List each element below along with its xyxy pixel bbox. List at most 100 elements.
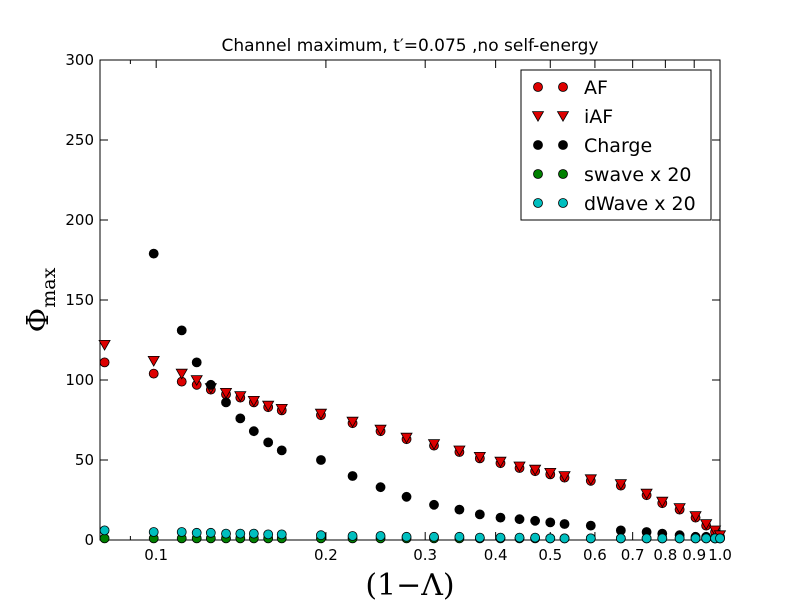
data-point: [689, 511, 702, 523]
x-tick-label: 0.1: [144, 546, 168, 564]
data-point: [235, 528, 246, 539]
data-point: [248, 528, 259, 539]
legend-marker: [533, 198, 543, 208]
x-tick-label: 0.3: [413, 546, 437, 564]
data-point: [545, 533, 556, 544]
data-point: [657, 533, 668, 544]
chart-title: Channel maximum, t′=0.075 ,no self-energ…: [222, 36, 599, 56]
legend-marker: [556, 111, 570, 123]
data-point: [494, 456, 507, 468]
data-point: [701, 533, 712, 544]
legend-marker: [533, 140, 543, 150]
data-point: [347, 531, 358, 541]
legend-marker: [533, 169, 543, 179]
data-point: [558, 471, 571, 483]
data-point: [219, 387, 233, 399]
data-point: [513, 461, 526, 473]
data-point: [401, 491, 412, 502]
data-point: [614, 479, 628, 491]
legend-marker: [533, 82, 543, 92]
legend-marker: [531, 111, 545, 123]
data-point: [474, 509, 485, 520]
data-point: [559, 533, 570, 544]
y-tick-label: 0: [84, 531, 94, 549]
y-tick-label: 200: [65, 211, 94, 229]
legend-label: AF: [584, 77, 608, 99]
data-point: [221, 528, 231, 539]
legend-label: iAF: [584, 106, 613, 128]
data-point: [673, 503, 686, 515]
data-point: [190, 375, 203, 387]
data-point: [176, 527, 187, 537]
series-0: [99, 357, 725, 542]
x-tick-label: 0.9: [682, 546, 706, 564]
data-point: [656, 496, 669, 508]
y-axis-label: Φmax: [21, 267, 60, 332]
data-point: [473, 451, 487, 463]
data-point: [176, 325, 187, 336]
y-tick-label: 150: [65, 291, 94, 309]
data-point: [495, 512, 506, 523]
data-point: [263, 529, 274, 540]
data-point: [640, 488, 653, 500]
data-point: [276, 445, 287, 456]
data-point: [454, 504, 465, 515]
x-tick-label: 0.5: [538, 546, 562, 564]
data-point: [205, 379, 216, 390]
legend-marker: [558, 198, 568, 208]
data-point: [585, 520, 596, 531]
data-point: [191, 527, 202, 538]
y-tick-label: 300: [65, 51, 94, 69]
legend-marker: [558, 82, 568, 92]
data-point: [690, 533, 701, 544]
data-point: [401, 531, 412, 542]
series-2: [148, 248, 725, 544]
data-point: [454, 531, 465, 542]
y-tick-label: 250: [65, 131, 94, 149]
data-point: [641, 533, 652, 544]
x-tick-label: 0.6: [583, 546, 607, 564]
data-point: [427, 439, 441, 451]
data-point: [247, 395, 261, 407]
data-point: [205, 527, 216, 538]
data-point: [191, 357, 202, 368]
legend-box: [520, 69, 712, 221]
y-axis: 0 50 100 150 200 250 300: [65, 51, 720, 549]
legend-label: Charge: [584, 135, 652, 157]
data-point: [234, 391, 247, 403]
legend-label: dWave x 20: [584, 193, 696, 215]
data-point: [530, 515, 541, 526]
data-point: [429, 531, 439, 542]
data-point: [528, 464, 542, 476]
data-point: [674, 533, 685, 544]
data-point: [175, 368, 188, 380]
data-point: [699, 519, 713, 531]
data-point: [147, 355, 160, 367]
data-point: [545, 517, 556, 528]
legend-label: swave x 20: [584, 164, 692, 186]
x-axis-label: (1−Λ): [365, 568, 454, 600]
legend: AF iAF Charge swave x 20 dWave x 20: [520, 69, 712, 221]
data-point: [400, 432, 413, 444]
data-point: [615, 533, 626, 544]
data-point: [429, 499, 439, 510]
y-tick-label: 100: [65, 371, 94, 389]
svg-text:Φmax: Φmax: [21, 267, 60, 332]
data-point: [316, 455, 326, 465]
data-point: [263, 437, 274, 448]
data-point: [148, 527, 159, 537]
data-point: [495, 532, 506, 543]
data-point: [514, 532, 525, 543]
x-tick-label: 0.8: [653, 546, 677, 564]
data-point: [99, 357, 110, 368]
data-point: [148, 248, 159, 259]
legend-marker: [558, 169, 568, 179]
data-point: [559, 519, 570, 529]
y-axis-label-sub: max: [38, 267, 60, 307]
legend-marker: [558, 140, 568, 150]
data-point: [474, 532, 485, 543]
data-point: [248, 426, 259, 437]
data-point: [276, 529, 287, 540]
data-point: [375, 531, 386, 541]
